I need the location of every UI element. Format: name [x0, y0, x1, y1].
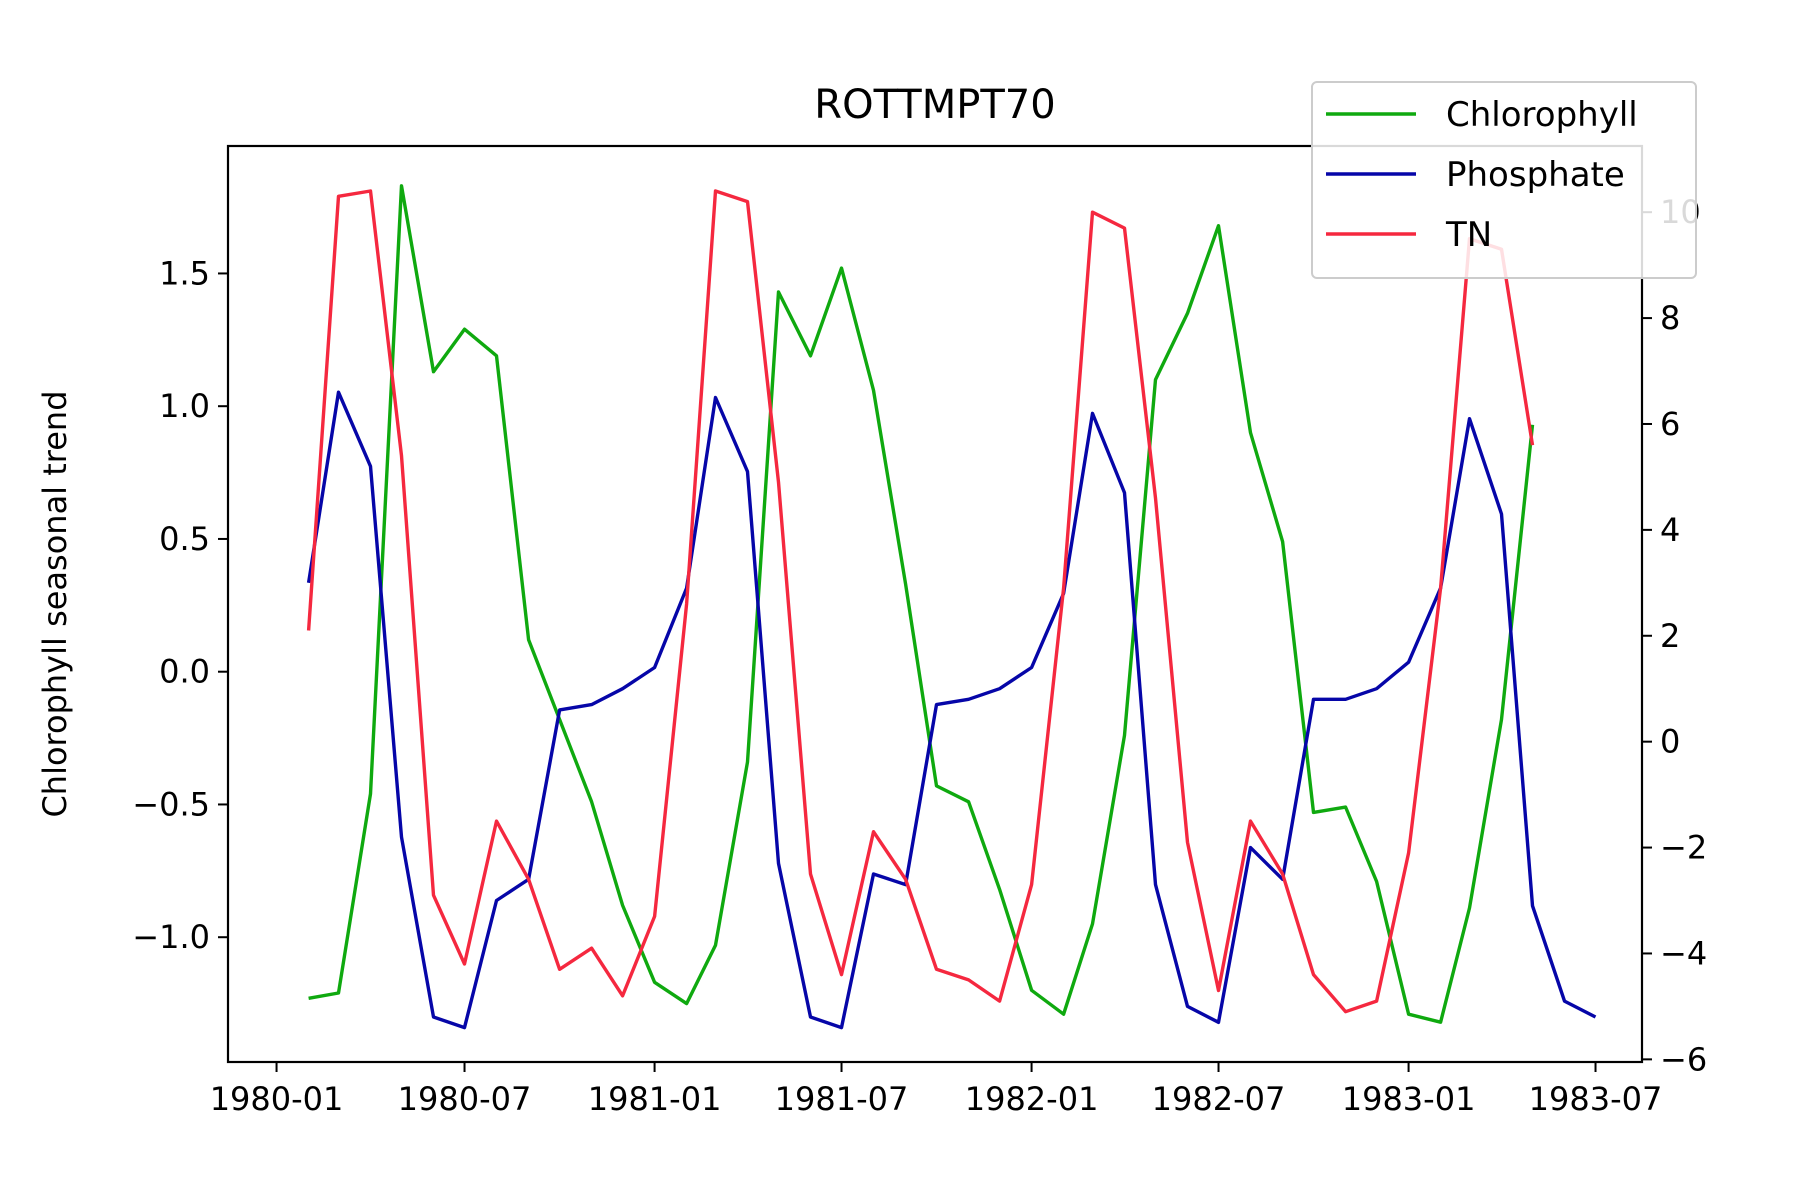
- legend: Chlorophyll Phosphate TN: [1311, 81, 1697, 279]
- legend-label-phosphate: Phosphate: [1446, 155, 1625, 195]
- right-y-tick-label: −2: [1660, 829, 1707, 867]
- right-y-tick-label: 2: [1660, 617, 1680, 655]
- series-layer: [306, 184, 1597, 1030]
- left-y-tick-label: 1.0: [159, 387, 210, 425]
- x-tick-label: 1981-01: [588, 1080, 722, 1118]
- left-y-axis: −1.0 −0.5 0.0 0.5 1.0 1.5: [132, 254, 228, 956]
- plot-background: [228, 146, 1642, 1062]
- right-y-tick-label: −6: [1660, 1040, 1707, 1078]
- right-y-axis: −6−4−20246810: [1642, 193, 1707, 1078]
- series-line-chlorophyll: [308, 184, 1535, 1024]
- x-tick-label: 1982-07: [1152, 1080, 1286, 1118]
- right-y-tick-label: 8: [1660, 299, 1680, 337]
- right-y-tick-label: 4: [1660, 511, 1680, 549]
- left-y-tick-label: 0.0: [159, 653, 210, 691]
- legend-label-chlorophyll: Chlorophyll: [1446, 95, 1638, 135]
- left-y-tick-label: 0.5: [159, 520, 210, 558]
- chart-title: ROTTMPT70: [814, 82, 1055, 128]
- x-axis: 1980-01 1980-07 1981-01 1981-07 1982-01 1982-…: [210, 1062, 1663, 1118]
- left-y-tick-label: −1.0: [132, 918, 210, 956]
- x-tick-label: 1980-01: [210, 1080, 344, 1118]
- left-y-tick-label: 1.5: [159, 254, 210, 292]
- series-line-phosphate: [306, 390, 1597, 1030]
- x-tick-label: 1982-01: [965, 1080, 1099, 1118]
- right-y-tick-label: 6: [1660, 405, 1680, 443]
- legend-label-tn: TN: [1445, 215, 1492, 255]
- left-y-tick-label: −0.5: [132, 785, 210, 823]
- x-tick-label: 1980-07: [398, 1080, 532, 1118]
- x-tick-label: 1983-01: [1342, 1080, 1476, 1118]
- x-tick-label: 1981-07: [775, 1080, 909, 1118]
- right-y-tick-label: 0: [1660, 723, 1680, 761]
- right-y-tick-label: −4: [1660, 934, 1707, 972]
- y-axis-label: Chlorophyll seasonal trend: [36, 390, 74, 817]
- legend-box: [1311, 81, 1697, 279]
- series-line-tn: [306, 189, 1535, 1014]
- x-tick-label: 1983-07: [1529, 1080, 1663, 1118]
- plot-frame: [226, 144, 1644, 1064]
